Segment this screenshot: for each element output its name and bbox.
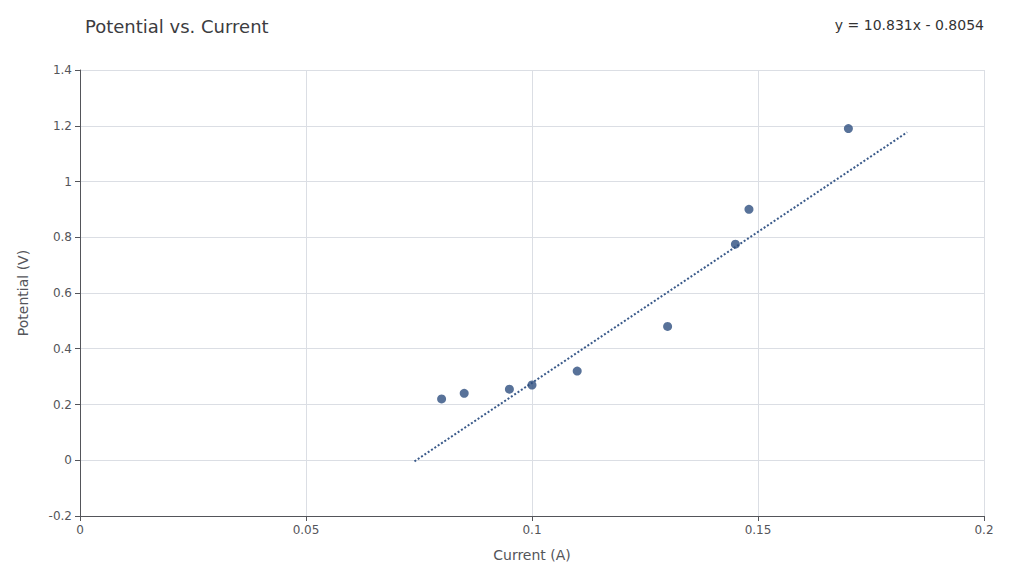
svg-text:0.8: 0.8 [53, 230, 72, 244]
svg-text:1: 1 [64, 175, 72, 189]
svg-text:1.4: 1.4 [53, 63, 72, 77]
svg-text:0.1: 0.1 [522, 523, 541, 537]
svg-text:0.15: 0.15 [745, 523, 772, 537]
svg-text:0.2: 0.2 [974, 523, 993, 537]
svg-text:-0.2: -0.2 [49, 509, 72, 523]
svg-text:1.2: 1.2 [53, 119, 72, 133]
svg-text:0.2: 0.2 [53, 398, 72, 412]
svg-text:0.6: 0.6 [53, 286, 72, 300]
svg-text:Current (A): Current (A) [493, 547, 571, 563]
svg-text:Potential vs. Current: Potential vs. Current [85, 16, 269, 37]
svg-text:0: 0 [76, 523, 84, 537]
svg-text:Potential (V): Potential (V) [15, 250, 31, 336]
svg-text:y = 10.831x - 0.8054: y = 10.831x - 0.8054 [835, 17, 984, 33]
svg-text:0: 0 [64, 453, 72, 467]
svg-text:0.4: 0.4 [53, 342, 72, 356]
svg-text:0.05: 0.05 [293, 523, 320, 537]
